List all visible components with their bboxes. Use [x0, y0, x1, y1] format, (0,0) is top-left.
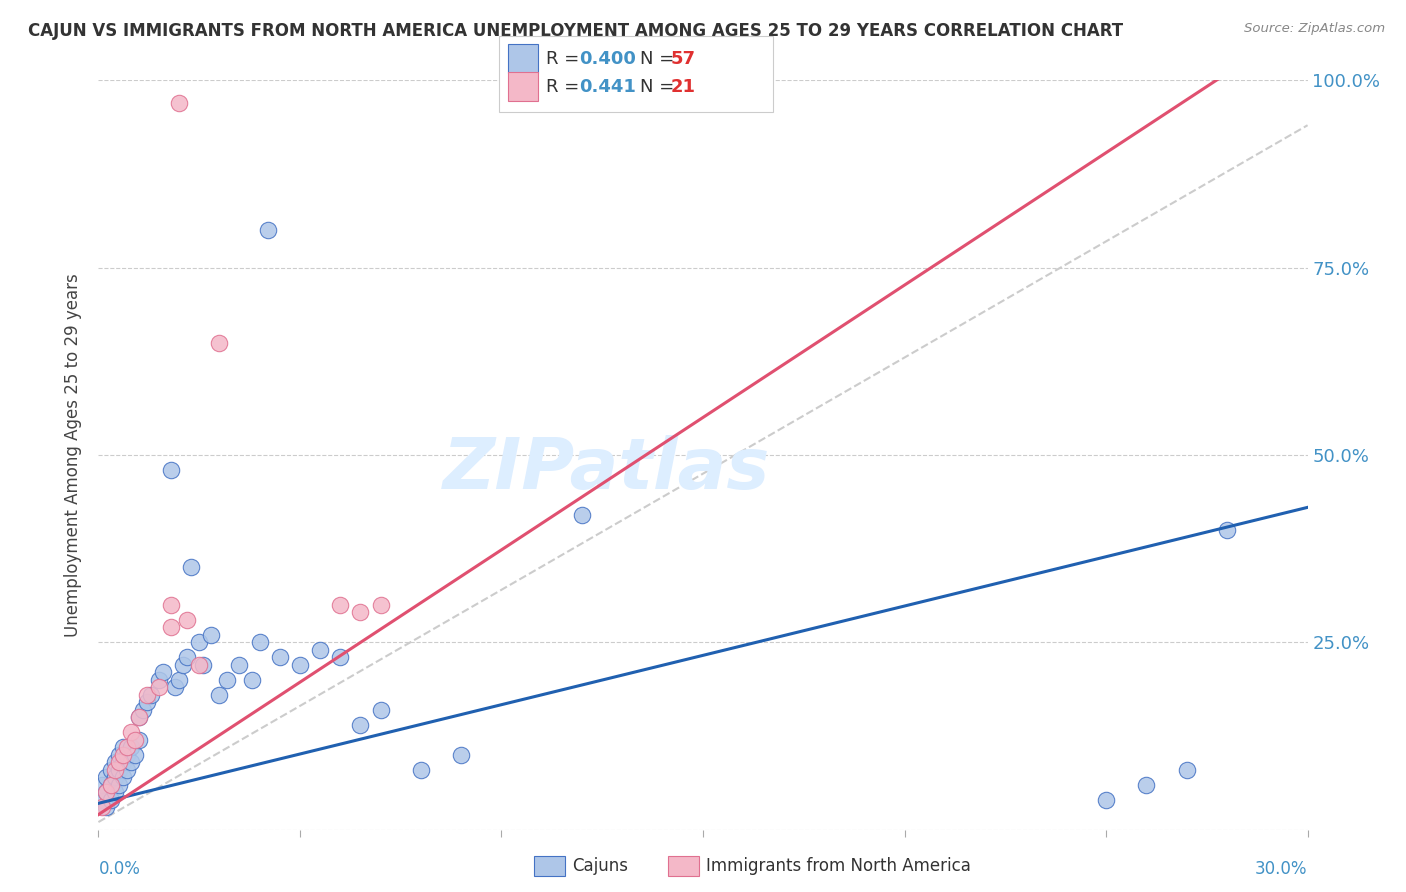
Point — [1216, 523, 1239, 537]
Point — [111, 740, 134, 755]
Text: 0.441: 0.441 — [579, 78, 636, 95]
Text: N =: N = — [640, 50, 679, 68]
Point — [128, 710, 150, 724]
Text: R =: R = — [546, 78, 585, 95]
Point — [160, 620, 183, 634]
Point — [160, 598, 183, 612]
Point — [96, 770, 118, 784]
Point — [167, 95, 190, 110]
Point — [115, 763, 138, 777]
Point — [120, 740, 142, 755]
Point — [96, 785, 118, 799]
Point — [96, 800, 118, 814]
Point — [571, 508, 593, 522]
Text: N =: N = — [640, 78, 679, 95]
Point — [120, 725, 142, 739]
Point — [193, 657, 215, 672]
Point — [176, 650, 198, 665]
Point — [128, 710, 150, 724]
Point — [450, 747, 472, 762]
Point — [208, 688, 231, 702]
Point — [100, 792, 122, 806]
Point — [269, 650, 291, 665]
Point — [96, 785, 118, 799]
Point — [256, 223, 278, 237]
Point — [128, 732, 150, 747]
Point — [107, 755, 129, 769]
Text: CAJUN VS IMMIGRANTS FROM NORTH AMERICA UNEMPLOYMENT AMONG AGES 25 TO 29 YEARS CO: CAJUN VS IMMIGRANTS FROM NORTH AMERICA U… — [28, 22, 1123, 40]
Point — [180, 560, 202, 574]
Point — [176, 613, 198, 627]
Point — [103, 763, 125, 777]
Point — [103, 770, 125, 784]
Point — [103, 785, 125, 799]
Point — [329, 650, 352, 665]
Point — [249, 635, 271, 649]
Point — [103, 755, 125, 769]
Point — [1135, 778, 1157, 792]
Point — [200, 628, 222, 642]
Point — [107, 778, 129, 792]
Y-axis label: Unemployment Among Ages 25 to 29 years: Unemployment Among Ages 25 to 29 years — [65, 273, 83, 637]
Point — [370, 598, 392, 612]
Text: 57: 57 — [671, 50, 696, 68]
Point — [188, 657, 211, 672]
Point — [167, 673, 190, 687]
Point — [135, 695, 157, 709]
Point — [132, 703, 155, 717]
Point — [111, 747, 134, 762]
Point — [329, 598, 352, 612]
Text: ZIPatlas: ZIPatlas — [443, 435, 770, 504]
Point — [1095, 792, 1118, 806]
Point — [139, 688, 162, 702]
Point — [309, 642, 332, 657]
Point — [172, 657, 194, 672]
Point — [208, 335, 231, 350]
Text: 30.0%: 30.0% — [1256, 860, 1308, 878]
Point — [349, 717, 371, 731]
Point — [111, 770, 134, 784]
Point — [152, 665, 174, 680]
Point — [349, 605, 371, 619]
Point — [124, 732, 146, 747]
Point — [217, 673, 239, 687]
Text: 0.0%: 0.0% — [98, 860, 141, 878]
Point — [111, 755, 134, 769]
Point — [120, 755, 142, 769]
Point — [100, 778, 122, 792]
Text: 21: 21 — [671, 78, 696, 95]
Point — [100, 778, 122, 792]
Point — [107, 763, 129, 777]
Point — [228, 657, 250, 672]
Point — [91, 792, 114, 806]
Point — [100, 763, 122, 777]
Point — [1175, 763, 1198, 777]
Point — [409, 763, 432, 777]
Point — [91, 800, 114, 814]
Point — [240, 673, 263, 687]
Point — [135, 688, 157, 702]
Point — [115, 740, 138, 755]
Point — [115, 747, 138, 762]
Text: Cajuns: Cajuns — [572, 857, 628, 875]
Text: 0.400: 0.400 — [579, 50, 636, 68]
Point — [148, 680, 170, 694]
Point — [163, 680, 186, 694]
Point — [160, 463, 183, 477]
Point — [107, 747, 129, 762]
Text: Source: ZipAtlas.com: Source: ZipAtlas.com — [1244, 22, 1385, 36]
Point — [188, 635, 211, 649]
Point — [288, 657, 311, 672]
Text: Immigrants from North America: Immigrants from North America — [706, 857, 970, 875]
Point — [148, 673, 170, 687]
Point — [91, 778, 114, 792]
Point — [370, 703, 392, 717]
Point — [124, 747, 146, 762]
Text: R =: R = — [546, 50, 585, 68]
